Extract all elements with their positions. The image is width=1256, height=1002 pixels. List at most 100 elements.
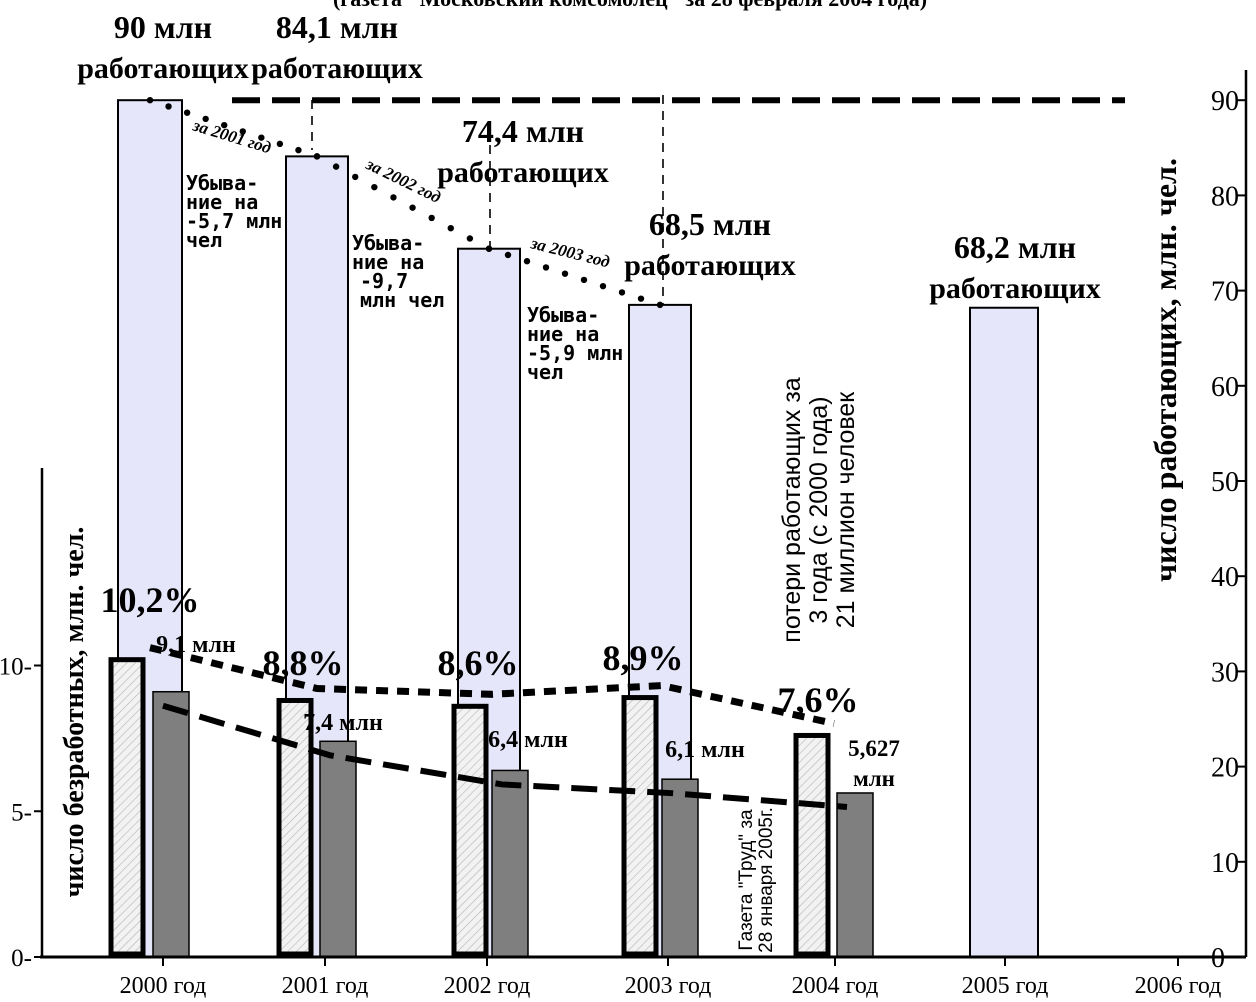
right-tick-label: 90 [1211,86,1239,117]
x-tick-label: 2004 год [792,973,879,999]
x-tick-label: 2003 год [625,973,712,999]
decline-text-line: -5,9 млн [527,341,623,365]
employed-trend-dot [428,214,435,222]
unemployed-percent-bar [108,657,146,957]
right-tick-label: 60 [1211,372,1239,403]
employed-value-label: 68,5 млн [649,206,771,242]
employed-trend-dot [485,245,493,252]
right-tick-label: 70 [1211,277,1239,308]
right-tick-label: 80 [1211,181,1239,212]
unemployed-percent-bar [451,703,489,957]
unemployed-count-label: 5,627 [848,736,900,761]
left-axis-label: число безработных, млн. чел. [59,527,90,898]
right-tick-label: 40 [1211,562,1239,593]
right-tick-label: 10 [1211,848,1239,879]
unemployed-percent-bar [793,732,831,957]
employed-trend-dot [561,270,569,277]
right-axis-label: число работающих, млн. чел. [1147,158,1183,582]
employed-trend-dot [599,282,607,290]
decline-text-line: -5,7 млн [186,209,282,233]
unemployed-percent-trend [149,644,835,727]
unemployed-count-trend [162,702,848,810]
loss-note-line: 21 миллион человек [832,391,860,628]
employed-trend-dot [239,128,246,135]
decline-text-line: ние на [352,250,424,274]
employed-trend-dot [580,276,588,284]
x-tick-label: 2000 год [120,973,207,999]
unemployed-count-bar [491,769,529,958]
employed-trend-dot [295,146,302,154]
decline-period-label: за 2002 год [362,154,444,207]
decline-text-line: -9,7 [360,269,408,293]
decline-text-line: чел [186,228,222,252]
employed-trend-dot [332,163,340,170]
decline-period-label: за 2003 год [528,233,612,271]
left-tick-label: 0- [11,945,32,972]
unemployed-percent-bar [621,695,659,957]
employed-trend-dot [504,251,512,259]
employed-bar [969,306,1039,958]
employed-trend-dot [637,295,645,302]
employed-value-label: работающих [251,52,423,85]
left-tick-label: 5- [11,799,32,826]
decline-text-line: чел [527,360,563,384]
employed-trend-dot [221,121,228,129]
unemployed-percent-label: 8,6% [438,643,519,683]
unemployed-count-bar [836,792,874,958]
unemployed-count-bar [319,740,357,958]
loss-note-line: потери работающих за [778,377,806,643]
x-tick-label: 2006 год [1135,973,1222,999]
employed-trend-dot [447,224,454,232]
decline-text-line: Убыва- [352,231,424,255]
unemployed-count-label: 6,1 млн [665,737,745,763]
x-tick-label: 2005 год [962,973,1049,999]
employed-value-label: работающих [929,272,1101,305]
employed-value-label: 68,2 млн [954,229,1076,265]
employed-value-label: работающих [624,249,796,282]
right-tick-label: 50 [1211,467,1239,498]
x-tick-label: 2002 год [444,973,531,999]
decline-text-line: ние на [527,322,599,346]
decline-text-line: Убыва- [186,171,258,195]
unemployed-count-label: 6,4 млн [488,727,568,753]
left-tick-label: 10- [0,654,32,681]
source-note-line: 28 января 2005г. [756,807,777,953]
unemployed-percent-label: 8,8% [263,643,344,683]
employed-trend-dot [313,153,321,160]
employed-trend-dot [656,301,664,309]
unemployed-percent-label: 8,9% [603,638,684,678]
employed-trend-dot [542,264,550,271]
employed-value-label: 84,1 млн [276,9,398,45]
employed-value-label: 74,4 млн [462,113,584,149]
employed-trend-dot [202,115,209,123]
employed-trend-dot [618,289,626,296]
unemployed-count-label: 9,1 млн [156,632,236,658]
x-tick-label: 2001 год [282,973,369,999]
unemployed-count-label: млн [853,766,895,791]
unemployed-percent-label: 10,2% [101,580,200,620]
employed-trend-dot [352,173,359,181]
employed-trend-dot [523,257,531,265]
right-tick-label: 0 [1211,943,1225,974]
decline-text-line: ние на [186,190,258,214]
employed-trend-dot [409,204,416,211]
employed-trend-dot [390,194,397,201]
source-note-line: Газета "Труд" за [736,809,757,951]
unemployed-count-label: 7,4 млн [303,710,383,736]
decline-text-line: млн чел [360,288,444,312]
employed-trend-dot [258,134,265,141]
employed-trend-dot [276,140,284,148]
employed-trend-dot [165,103,172,110]
decline-text-line: Убыва- [527,303,599,327]
right-tick-label: 20 [1211,753,1239,784]
employed-trend-dot [371,183,378,191]
employed-trend-dot [146,97,154,104]
unemployed-percent-label: 7,6% [778,680,859,720]
header-source-partial: (газета "Московский комсомолец" за 28 фе… [333,0,927,11]
employed-value-label: 90 млн [114,9,212,45]
loss-note-line: 3 года (с 2000 года) [805,396,833,623]
employed-value-label: работающих [437,156,609,189]
right-tick-label: 30 [1211,657,1239,688]
unemployed-count-bar [661,778,699,958]
